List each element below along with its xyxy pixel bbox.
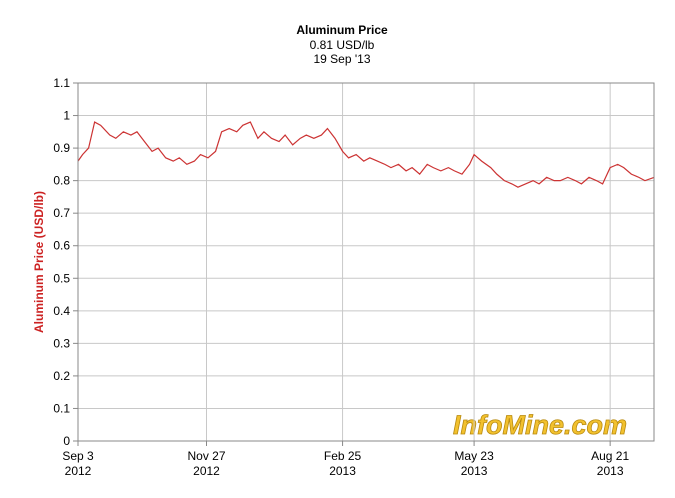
x-tick-label: 2013 <box>329 464 356 478</box>
y-tick-label: 0 <box>63 434 70 448</box>
y-axis-label: Aluminum Price (USD/lb) <box>32 191 46 333</box>
y-tick-label: 0.3 <box>53 336 70 350</box>
y-tick-label: 0.5 <box>53 271 70 285</box>
chart-title: Aluminum Price <box>296 23 388 37</box>
y-tick-label: 0.1 <box>53 401 70 415</box>
y-tick-label: 0.4 <box>53 304 70 318</box>
x-tick-label: Aug 21 <box>591 449 629 463</box>
chart-subtitle: 0.81 USD/lb <box>310 38 375 52</box>
y-tick-label: 0.6 <box>53 239 70 253</box>
x-tick-label: 2012 <box>193 464 220 478</box>
x-tick-label: Sep 3 <box>62 449 94 463</box>
x-tick-label: 2012 <box>65 464 92 478</box>
x-tick-label: Feb 25 <box>324 449 362 463</box>
x-tick-label: May 23 <box>454 449 494 463</box>
price-line <box>77 121 655 188</box>
y-tick-label: 0.7 <box>53 206 70 220</box>
chart-date: 19 Sep '13 <box>313 52 370 66</box>
y-tick-label: 0.2 <box>53 369 70 383</box>
plot-frame <box>77 82 655 442</box>
x-tick-label: Nov 27 <box>187 449 225 463</box>
watermark: InfoMine.com <box>453 410 627 440</box>
x-tick-label: 2013 <box>597 464 624 478</box>
y-tick-label: 0.9 <box>53 141 70 155</box>
y-tick-label: 0.8 <box>53 174 70 188</box>
y-tick-label: 1 <box>63 109 70 123</box>
x-tick-label: 2013 <box>461 464 488 478</box>
y-tick-label: 1.1 <box>53 76 70 90</box>
